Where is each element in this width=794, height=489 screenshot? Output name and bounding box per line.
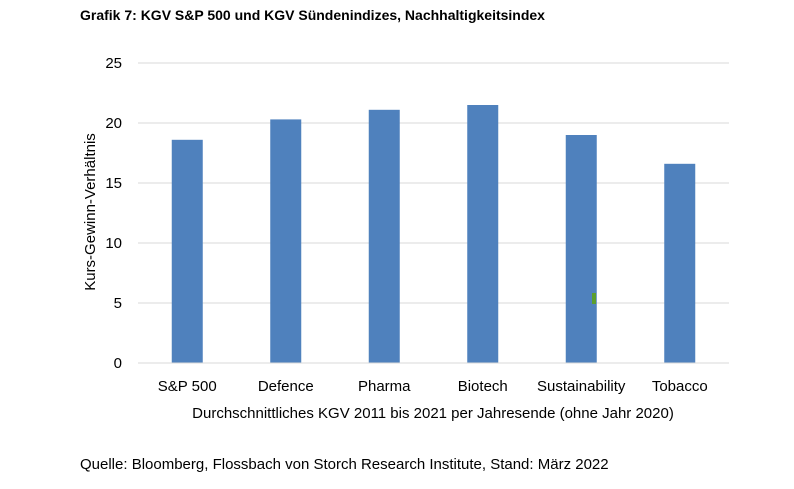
chart-title: Grafik 7: KGV S&P 500 und KGV Sündenindi…	[80, 7, 545, 23]
source-note: Quelle: Bloomberg, Flossbach von Storch …	[80, 456, 609, 473]
y-tick-labels: 0 5 10 15 20 25	[105, 55, 122, 372]
bar	[565, 135, 597, 363]
y-tick-label: 5	[114, 295, 122, 312]
x-tick-label: Tobacco	[652, 378, 708, 395]
x-tick-label: Pharma	[358, 378, 411, 395]
bar	[270, 119, 302, 364]
bar	[171, 139, 203, 363]
gridlines	[138, 62, 729, 364]
x-tick-label: S&P 500	[158, 378, 217, 395]
bar	[664, 163, 696, 363]
x-tick-label: Defence	[258, 378, 314, 395]
bars	[138, 105, 729, 364]
x-axis-label: Durchschnittliches KGV 2011 bis 2021 per…	[192, 405, 674, 422]
y-tick-label: 20	[105, 115, 122, 132]
y-tick-label: 0	[114, 355, 122, 372]
y-axis-label: Kurs-Gewinn-Verhältnis	[82, 133, 99, 291]
bar-chart: 0 5 10 15 20 25 S&P 500 Defence Pharma Biotech Su…	[82, 55, 729, 422]
y-tick-label: 25	[105, 55, 122, 72]
bar	[467, 105, 499, 363]
x-tick-label: Sustainability	[537, 378, 626, 395]
y-tick-label: 10	[105, 235, 122, 252]
x-tick-labels: S&P 500 Defence Pharma Biotech Sustainabilit…	[158, 378, 708, 395]
green-marker	[592, 293, 596, 304]
bar	[368, 109, 400, 363]
y-tick-label: 15	[105, 175, 122, 192]
x-tick-label: Biotech	[458, 378, 508, 395]
